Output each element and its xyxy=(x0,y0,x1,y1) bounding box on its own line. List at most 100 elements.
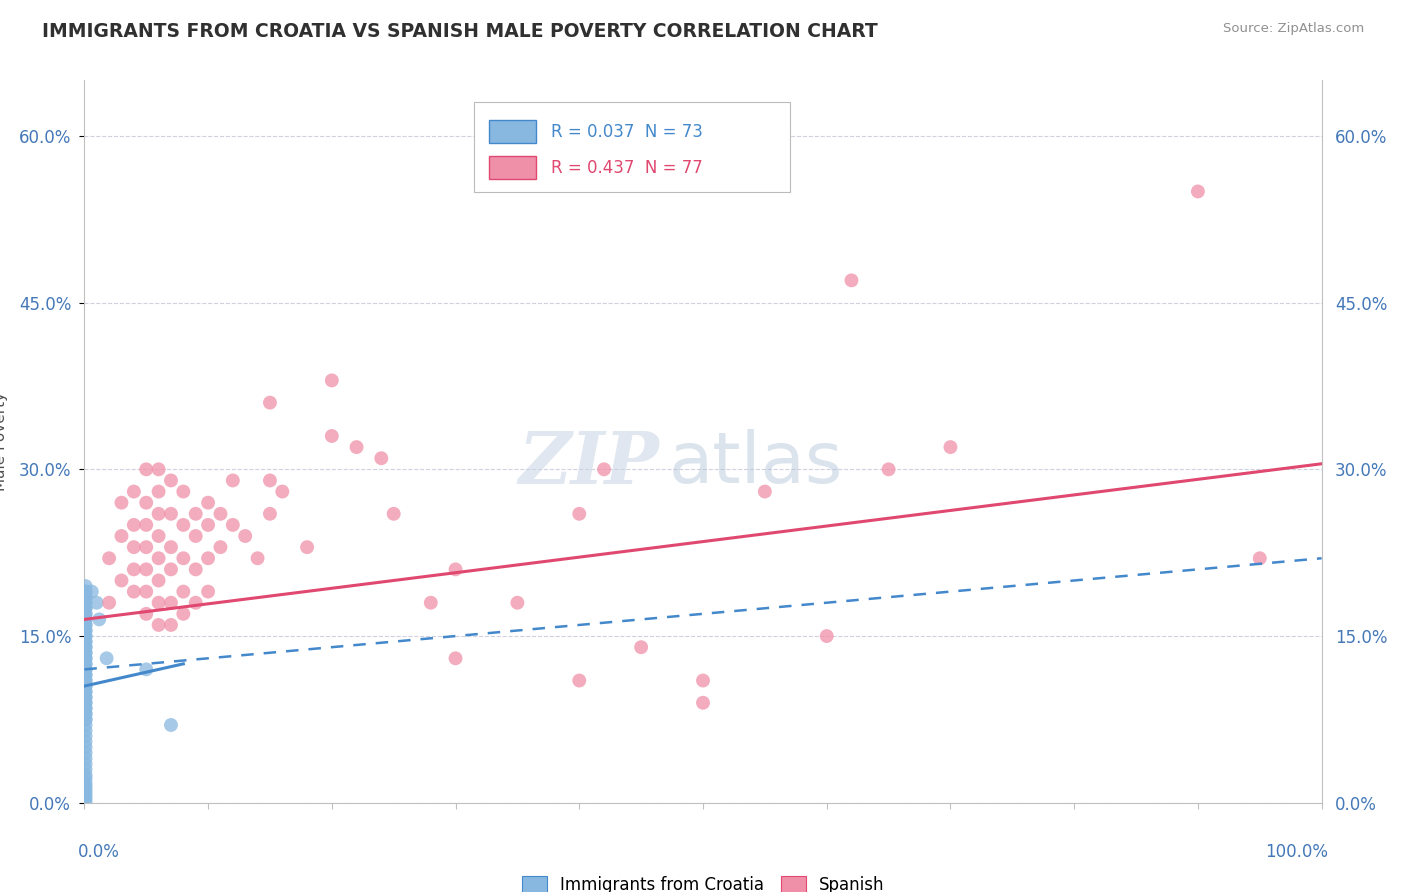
Point xyxy=(419,596,441,610)
Point xyxy=(222,474,245,488)
Point xyxy=(568,507,591,521)
Point xyxy=(75,662,97,676)
Point xyxy=(75,662,97,676)
Point xyxy=(148,574,170,588)
FancyBboxPatch shape xyxy=(489,156,536,179)
Point xyxy=(259,507,281,521)
Point xyxy=(75,640,97,655)
Point xyxy=(75,679,97,693)
Point xyxy=(222,517,245,532)
Point xyxy=(96,651,118,665)
Point xyxy=(75,646,97,660)
Point xyxy=(75,779,97,793)
FancyBboxPatch shape xyxy=(474,102,790,193)
Legend: Immigrants from Croatia, Spanish: Immigrants from Croatia, Spanish xyxy=(515,869,891,892)
Point xyxy=(568,673,591,688)
Point xyxy=(172,551,194,566)
Point xyxy=(877,462,900,476)
Point xyxy=(135,496,157,510)
Point xyxy=(135,562,157,576)
Point xyxy=(148,551,170,566)
Point xyxy=(75,782,97,797)
Point xyxy=(75,756,97,771)
Point xyxy=(321,373,343,387)
Point xyxy=(75,668,97,682)
Text: atlas: atlas xyxy=(668,429,842,498)
Point xyxy=(135,584,157,599)
Point xyxy=(98,596,121,610)
Point xyxy=(593,462,616,476)
Point xyxy=(75,729,97,743)
Point xyxy=(75,601,97,615)
Point xyxy=(75,640,97,655)
Point xyxy=(75,601,97,615)
Point xyxy=(346,440,368,454)
Point xyxy=(148,596,170,610)
Point xyxy=(75,596,97,610)
Point xyxy=(75,579,97,593)
Point xyxy=(160,507,183,521)
Point xyxy=(75,723,97,738)
Point xyxy=(75,706,97,721)
Text: Source: ZipAtlas.com: Source: ZipAtlas.com xyxy=(1223,22,1364,36)
Point xyxy=(184,562,207,576)
Point xyxy=(135,540,157,554)
Point xyxy=(754,484,776,499)
Point xyxy=(75,618,97,632)
Point xyxy=(172,484,194,499)
Point xyxy=(75,768,97,782)
Point xyxy=(75,673,97,688)
Point xyxy=(444,651,467,665)
Point xyxy=(259,474,281,488)
Point xyxy=(75,718,97,732)
Point xyxy=(75,657,97,671)
Point xyxy=(75,746,97,760)
Point xyxy=(295,540,318,554)
Point xyxy=(75,584,97,599)
Point xyxy=(135,517,157,532)
Point xyxy=(75,624,97,638)
Text: ZIP: ZIP xyxy=(519,428,659,499)
Point xyxy=(160,474,183,488)
Point xyxy=(75,646,97,660)
Point xyxy=(506,596,529,610)
Point xyxy=(75,684,97,698)
Point xyxy=(75,701,97,715)
Point xyxy=(75,629,97,643)
Point xyxy=(382,507,405,521)
Point xyxy=(630,640,652,655)
Point xyxy=(444,562,467,576)
Point xyxy=(148,462,170,476)
Point xyxy=(233,529,256,543)
Point xyxy=(75,701,97,715)
Point xyxy=(75,629,97,643)
Point xyxy=(75,679,97,693)
Point xyxy=(197,584,219,599)
Point xyxy=(184,529,207,543)
Text: 100.0%: 100.0% xyxy=(1265,843,1327,861)
Point xyxy=(75,596,97,610)
Point xyxy=(75,612,97,626)
Point xyxy=(75,590,97,604)
Point xyxy=(1187,185,1209,199)
Point xyxy=(209,507,232,521)
Point xyxy=(160,618,183,632)
Point xyxy=(172,517,194,532)
Point xyxy=(197,496,219,510)
Point xyxy=(135,662,157,676)
Point xyxy=(135,462,157,476)
Point xyxy=(122,584,145,599)
Point xyxy=(197,551,219,566)
Point xyxy=(160,718,183,732)
Point xyxy=(172,584,194,599)
Point xyxy=(110,496,132,510)
FancyBboxPatch shape xyxy=(489,120,536,143)
Text: IMMIGRANTS FROM CROATIA VS SPANISH MALE POVERTY CORRELATION CHART: IMMIGRANTS FROM CROATIA VS SPANISH MALE … xyxy=(42,22,877,41)
Point xyxy=(75,634,97,648)
Point xyxy=(209,540,232,554)
Point xyxy=(75,657,97,671)
Point xyxy=(75,690,97,705)
Point xyxy=(184,507,207,521)
Point xyxy=(148,529,170,543)
Point xyxy=(692,696,714,710)
